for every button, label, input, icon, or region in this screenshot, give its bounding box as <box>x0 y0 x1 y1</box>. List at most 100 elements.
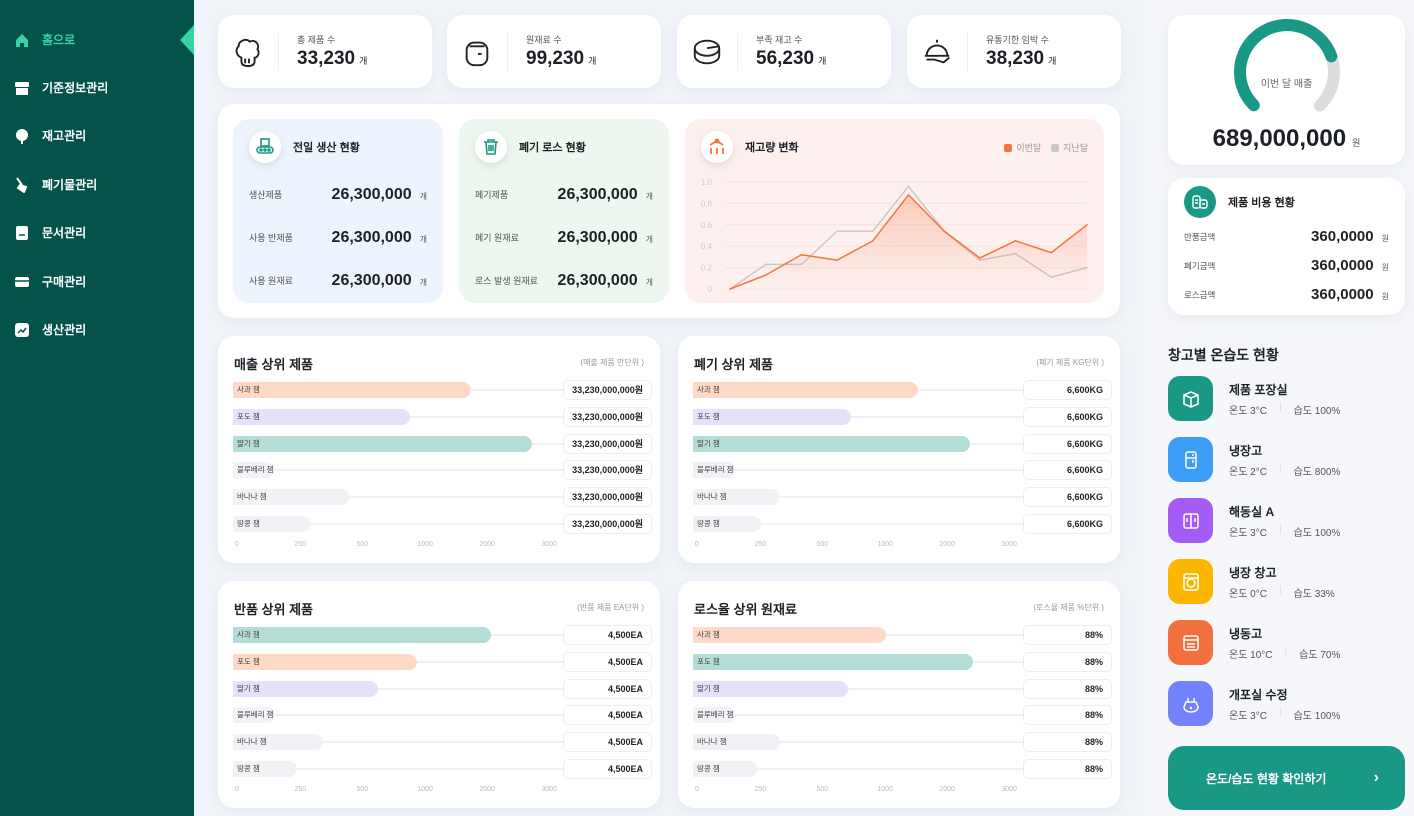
axis-tick: 500 <box>356 541 369 548</box>
bar-panel: 반품 상위 제품 (반품 제품 EA단위 ) 사과 잼 4,500EA 포도 잼 4,50… <box>218 581 660 808</box>
row-unit: 개 <box>645 277 653 287</box>
bar-value: 4,500EA <box>563 625 652 645</box>
stat-label: 부족 재고 수 <box>756 35 803 45</box>
legend-label: 이번달 <box>1016 143 1042 153</box>
card-icon <box>15 276 29 287</box>
cheese-icon <box>693 39 721 64</box>
production-card: 전일 생산 현황 생산제품 26,300,000 개 사용 반제품 26,300,000… <box>233 119 443 303</box>
bar-label: 블루베리 잼 <box>697 710 734 720</box>
warehouse-humidity: 습도 100% <box>1293 527 1341 539</box>
bar-label: 땅콩 잼 <box>697 764 720 773</box>
divider <box>278 32 279 71</box>
panel-unit: (반품 제품 EA단위 ) <box>577 603 644 612</box>
warehouse-item[interactable]: 냉동고 온도 10°C | 습도 70% <box>1168 620 1340 665</box>
row-value: 26,300,000 <box>331 228 412 246</box>
bar: 포도 잼 <box>693 653 974 670</box>
sidebar-item[interactable]: 생산관리 <box>14 321 86 338</box>
row-value: 26,300,000 <box>331 185 412 203</box>
row-unit: 원 <box>1381 291 1389 301</box>
divider: | <box>1278 462 1282 474</box>
bar-value: 33,230,000,000원 <box>563 380 652 400</box>
bar-track <box>693 741 1023 744</box>
bar-label: 바나나 잼 <box>697 737 727 747</box>
divider <box>507 32 508 71</box>
bar-value: 88% <box>1023 651 1112 672</box>
bar-row: 사과 잼 6,600KG <box>693 380 1112 400</box>
data-point <box>836 230 838 233</box>
axis-tick: 2000 <box>479 786 495 793</box>
bar: 포도 잼 <box>233 653 417 670</box>
axis-tick: 250 <box>294 541 307 548</box>
x-axis: 0 250 500 1000 2000 3000 <box>233 541 563 551</box>
data-point <box>872 230 874 233</box>
warehouse-item[interactable]: 개포실 수정 온도 3°C | 습도 100% <box>1168 681 1340 726</box>
warehouse-humidity: 습도 100% <box>1293 405 1341 417</box>
y-tick-label: 1.0 <box>701 178 713 187</box>
warehouse-item[interactable]: 냉장 창고 온도 0°C | 습도 33% <box>1168 559 1335 604</box>
sidebar-item[interactable]: 재고관리 <box>14 127 86 144</box>
bar-label: 바나나 잼 <box>697 492 727 502</box>
tree-icon <box>16 128 28 144</box>
bar: 딸기 잼 <box>693 435 970 452</box>
data-point <box>836 259 838 261</box>
sidebar-item[interactable]: 구매관리 <box>14 273 86 290</box>
bar-label: 땅콩 잼 <box>697 519 720 528</box>
summary-row: 생산제품 26,300,000 개 <box>249 173 427 216</box>
divider: | <box>1278 584 1282 596</box>
bar-track <box>233 469 563 472</box>
button-label: 온도/습도 현황 확인하기 <box>1206 771 1327 786</box>
axis-tick: 2000 <box>939 786 955 793</box>
row-value: 360,0000 <box>1311 285 1374 303</box>
sidebar-item[interactable]: 문서관리 <box>14 224 86 241</box>
bar-row: 딸기 잼 4,500EA <box>233 678 652 699</box>
bar-label: 블루베리 잼 <box>697 465 734 475</box>
warehouse-item[interactable]: 냉장고 온도 2°C | 습도 800% <box>1168 437 1340 482</box>
row-label: 사용 반제품 <box>249 233 293 243</box>
bar-value: 4,500EA <box>563 705 652 726</box>
box-icon <box>1168 376 1213 421</box>
axis-tick: 0 <box>234 541 239 548</box>
bar: 바나나 잼 <box>233 734 324 751</box>
sidebar-item-label: 재고관리 <box>42 129 87 143</box>
stat-card: 원재료 수 99,230 개 <box>447 15 661 88</box>
panel-unit: (로스율 제품 %단위 ) <box>1033 603 1104 612</box>
sidebar-item[interactable]: 폐기물관리 <box>14 176 97 193</box>
bar-value: 6,600KG <box>1023 406 1112 427</box>
warehouse-item[interactable]: 제품 포장실 온도 3°C | 습도 100% <box>1168 376 1340 421</box>
bar-row: 사과 잼 33,230,000,000원 <box>233 380 652 400</box>
bar-label: 사과 잼 <box>697 630 720 639</box>
bar-row: 땅콩 잼 88% <box>693 759 1112 779</box>
bar-value: 4,500EA <box>563 759 652 779</box>
bar: 사과 잼 <box>233 382 472 398</box>
stat-card: 총 제품 수 33,230 개 <box>218 15 432 88</box>
row-unit: 개 <box>419 191 427 201</box>
cost-title: 제품 비용 현황 <box>1228 197 1295 209</box>
bar-value: 88% <box>1023 678 1112 699</box>
bar-row: 딸기 잼 33,230,000,000원 <box>233 433 652 454</box>
row-value: 26,300,000 <box>557 271 638 289</box>
stat-unit: 개 <box>1048 56 1057 66</box>
sales-value: 689,000,000 <box>1212 125 1347 152</box>
check-humidity-button[interactable]: 온도/습도 현황 확인하기 › <box>1168 746 1405 810</box>
washer-icon <box>1168 559 1213 604</box>
row-value: 360,0000 <box>1311 256 1374 274</box>
bar: 사과 잼 <box>233 627 491 643</box>
bar-row: 블루베리 잼 33,230,000,000원 <box>233 460 652 481</box>
oven-icon <box>1168 620 1213 665</box>
axis-tick: 3000 <box>1001 541 1017 548</box>
warehouse-name: 냉장고 <box>1229 443 1263 458</box>
bar-label: 사과 잼 <box>237 630 260 639</box>
bar: 사과 잼 <box>693 627 887 643</box>
chart-legend: 이번달 지난달 <box>1004 141 1088 154</box>
legend-label: 지난달 <box>1063 143 1088 153</box>
bar: 땅콩 잼 <box>693 516 761 532</box>
sidebar-item[interactable]: 기준정보관리 <box>14 79 108 96</box>
legend-this-month: 이번달 <box>1004 141 1041 154</box>
warehouse-item[interactable]: 해동실 A 온도 3°C | 습도 100% <box>1168 498 1340 543</box>
production-title: 전일 생산 현황 <box>293 142 360 154</box>
sidebar-item[interactable]: 홈으로 <box>14 31 75 48</box>
stat-label: 유통기한 임박 수 <box>986 35 1049 45</box>
row-label: 로스 발생 원재료 <box>475 276 538 286</box>
row-label: 폐기금액 <box>1184 260 1216 271</box>
bar-value: 33,230,000,000원 <box>563 514 652 534</box>
